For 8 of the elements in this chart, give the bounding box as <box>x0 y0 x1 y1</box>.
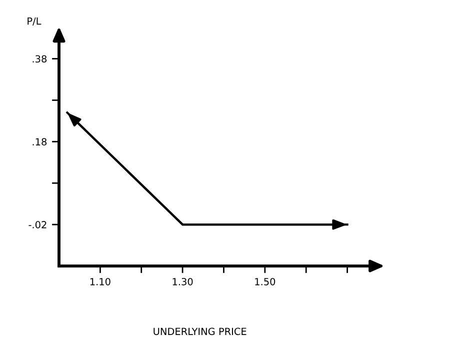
y-tick-label: .38 <box>32 55 47 63</box>
y-tick-label: -.02 <box>28 221 46 228</box>
x-axis-title: UNDERLYING PRICE <box>154 328 246 336</box>
x-tick-label: 1.30 <box>172 278 193 286</box>
y-axis-title: P/L <box>28 17 42 26</box>
x-tick-label: 1.50 <box>255 278 276 286</box>
x-tick-label: 1.10 <box>90 278 110 286</box>
y-tick-label: .18 <box>32 138 47 146</box>
